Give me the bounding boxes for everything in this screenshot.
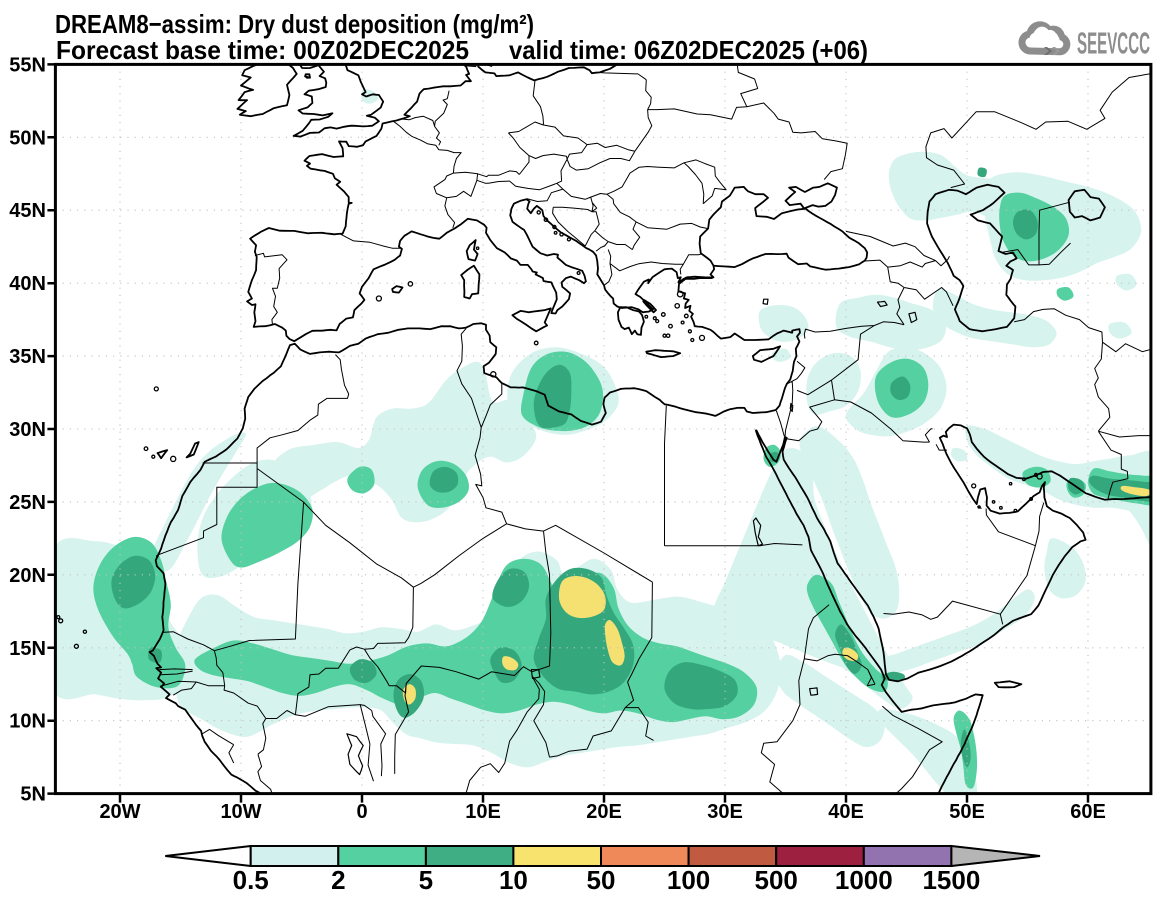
svg-text:15N: 15N: [9, 638, 46, 660]
svg-text:30E: 30E: [707, 801, 743, 823]
svg-text:50: 50: [587, 865, 616, 895]
svg-text:50N: 50N: [9, 127, 46, 149]
svg-text:20E: 20E: [586, 801, 622, 823]
svg-text:SEEVCCC: SEEVCCC: [1077, 26, 1150, 61]
svg-text:50E: 50E: [949, 801, 985, 823]
svg-text:30N: 30N: [9, 419, 46, 441]
svg-text:10W: 10W: [220, 801, 261, 823]
svg-text:500: 500: [755, 865, 798, 895]
svg-text:1000: 1000: [835, 865, 893, 895]
svg-text:25N: 25N: [9, 492, 46, 514]
svg-text:10: 10: [499, 865, 528, 895]
svg-text:60E: 60E: [1070, 801, 1106, 823]
svg-text:20N: 20N: [9, 565, 46, 587]
svg-text:1500: 1500: [922, 865, 980, 895]
svg-text:35N: 35N: [9, 346, 46, 368]
svg-text:5: 5: [419, 865, 433, 895]
svg-text:0: 0: [356, 801, 367, 823]
svg-text:55N: 55N: [9, 54, 46, 76]
svg-text:5N: 5N: [20, 784, 46, 806]
svg-text:10E: 10E: [465, 801, 501, 823]
svg-text:45N: 45N: [9, 200, 46, 222]
svg-text:100: 100: [667, 865, 710, 895]
svg-text:valid time: 06Z02DEC2025 (+06): valid time: 06Z02DEC2025 (+06): [509, 35, 868, 65]
svg-text:40N: 40N: [9, 273, 46, 295]
svg-text:2: 2: [331, 865, 345, 895]
svg-text:40E: 40E: [828, 801, 864, 823]
svg-text:20W: 20W: [99, 801, 140, 823]
svg-text:Forecast base time: 00Z02DEC20: Forecast base time: 00Z02DEC2025: [56, 35, 469, 65]
svg-text:10N: 10N: [9, 711, 46, 733]
svg-text:0.5: 0.5: [233, 865, 269, 895]
svg-text:DREAM8−assim: Dry dust deposit: DREAM8−assim: Dry dust deposition (mg/m²…: [55, 9, 534, 39]
